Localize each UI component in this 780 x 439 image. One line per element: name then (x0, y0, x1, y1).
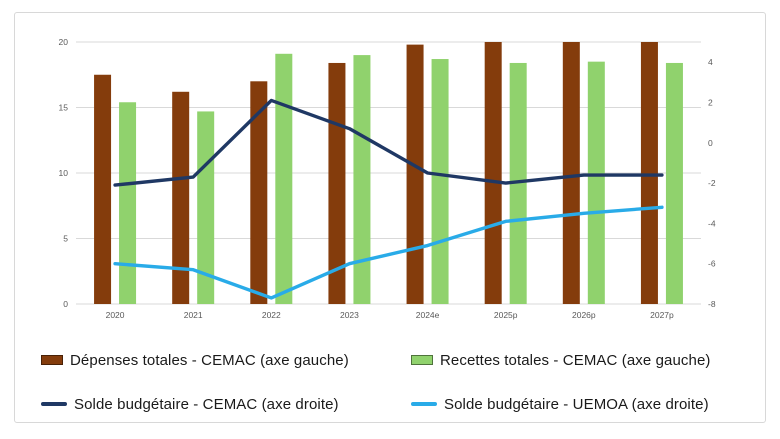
right-axis-tick-label: 4 (708, 57, 713, 67)
right-axis-tick-label: 0 (708, 138, 713, 148)
legend-item-solde-cemac: Solde budgétaire - CEMAC (axe droite) (41, 393, 339, 415)
left-axis-tick-label: 15 (59, 103, 69, 113)
legend-swatch-solde-cemac (41, 402, 67, 406)
bar-recettes-totales (665, 62, 683, 305)
legend-label-recettes: Recettes totales - CEMAC (axe gauche) (440, 351, 711, 369)
right-axis-tick-label: 2 (708, 97, 713, 107)
bar-recettes-totales (431, 59, 449, 304)
line-solde-budgetaire-cemac (113, 98, 664, 187)
x-axis-label: 2021 (184, 310, 203, 320)
bar-recettes-totales (119, 102, 137, 304)
left-axis-tick-label: 20 (59, 37, 69, 47)
x-axis-label: 2023 (340, 310, 359, 320)
line-solde-budgetaire-uemoa (113, 205, 664, 300)
left-axis-tick-label: 0 (63, 299, 68, 309)
bar-depenses-totales (172, 91, 190, 304)
bar-depenses-totales (562, 42, 580, 304)
right-axis-tick-label: -4 (708, 218, 716, 228)
legend-label-depenses: Dépenses totales - CEMAC (axe gauche) (70, 351, 349, 369)
bar-recettes-totales (275, 53, 293, 304)
left-axis-tick-label: 10 (59, 168, 69, 178)
x-axis-label: 2022 (262, 310, 281, 320)
legend-swatch-recettes (411, 355, 433, 365)
x-axis-label: 2024e (416, 310, 440, 320)
legend-item-depenses-totales: Dépenses totales - CEMAC (axe gauche) (41, 349, 349, 371)
legend-label-solde-cemac: Solde budgétaire - CEMAC (axe droite) (74, 395, 339, 413)
bar-recettes-totales (587, 61, 605, 305)
right-axis-tick-label: -8 (708, 299, 716, 309)
x-axis-label: 2025p (494, 310, 518, 320)
x-axis-label: 2026p (572, 310, 596, 320)
legend-label-solde-uemoa: Solde budgétaire - UEMOA (axe droite) (444, 395, 709, 413)
bar-depenses-totales (406, 44, 424, 305)
bar-recettes-totales (353, 55, 371, 304)
legend-swatch-solde-uemoa (411, 402, 437, 406)
legend-item-solde-uemoa: Solde budgétaire - UEMOA (axe droite) (411, 393, 709, 415)
legend-item-recettes-totales: Recettes totales - CEMAC (axe gauche) (411, 349, 710, 371)
left-axis-tick-label: 5 (63, 234, 68, 244)
x-axis-label: 2027p (650, 310, 674, 320)
bar-depenses-totales (94, 74, 112, 304)
chart-container: 0 5 10 15 20 4 2 0 -2 -4 -6 -8 2020 2021 2022 2023 2024e… (14, 12, 766, 423)
right-axis-tick-label: -6 (708, 259, 716, 269)
legend-swatch-depenses (41, 355, 63, 365)
bar-depenses-totales (484, 42, 502, 304)
bar-depenses-totales (640, 42, 658, 304)
x-axis-label: 2020 (106, 310, 125, 320)
right-axis-tick-label: -2 (708, 178, 716, 188)
bar-depenses-totales (250, 81, 268, 304)
